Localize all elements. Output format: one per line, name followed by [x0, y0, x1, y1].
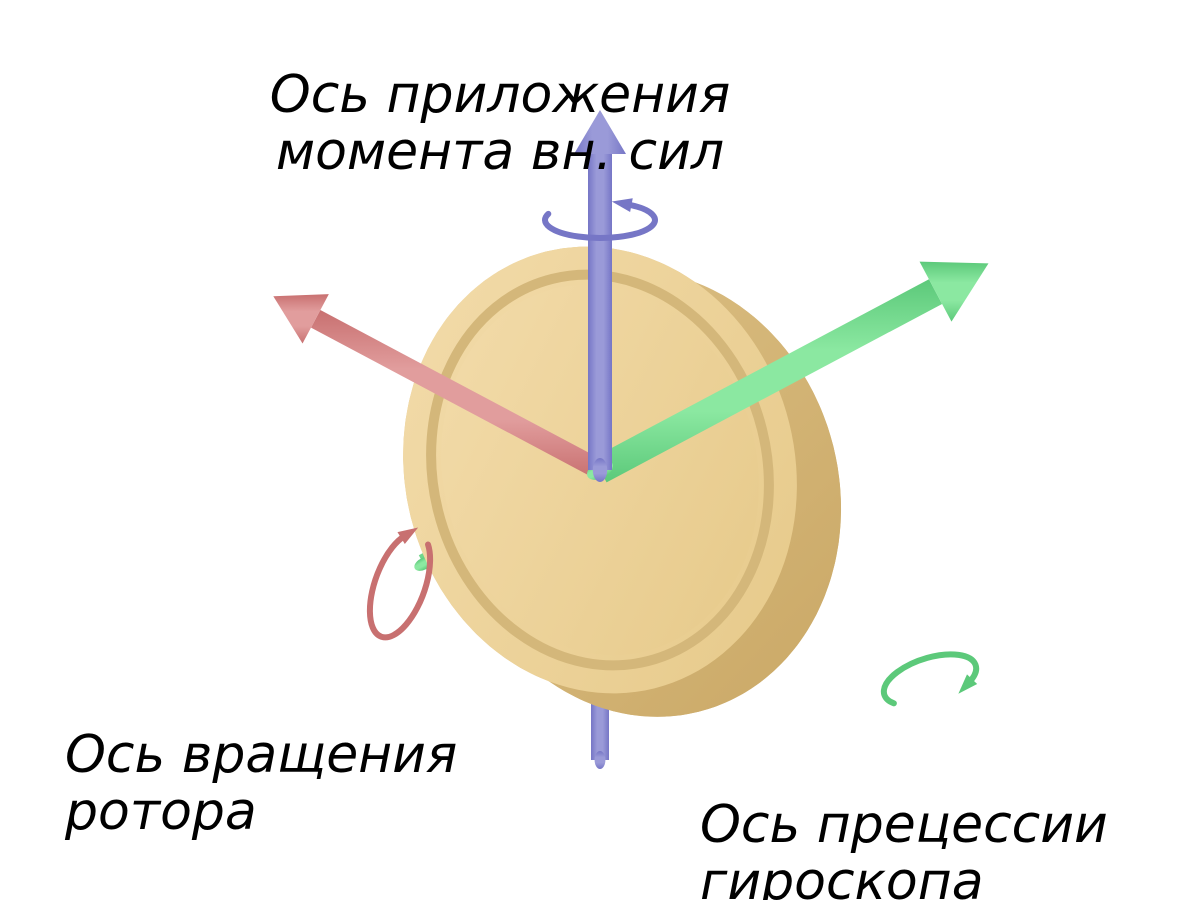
- torque-axis-lower-cap: [595, 751, 606, 769]
- torque-axis-shaft: [588, 154, 612, 470]
- gyroscope-diagram: Ось приложениямомента вн. сил Ось вращени…: [0, 0, 1200, 900]
- torque-axis-cap: [593, 458, 607, 482]
- spin-axis-label: Ось вращенияротора: [64, 725, 457, 842]
- torque-axis-label: Ось приложениямомента вн. сил: [270, 65, 730, 182]
- precession-axis-label: Ось прецессиигироскопа: [700, 795, 1108, 900]
- precession-rotation-indicator: [878, 644, 983, 715]
